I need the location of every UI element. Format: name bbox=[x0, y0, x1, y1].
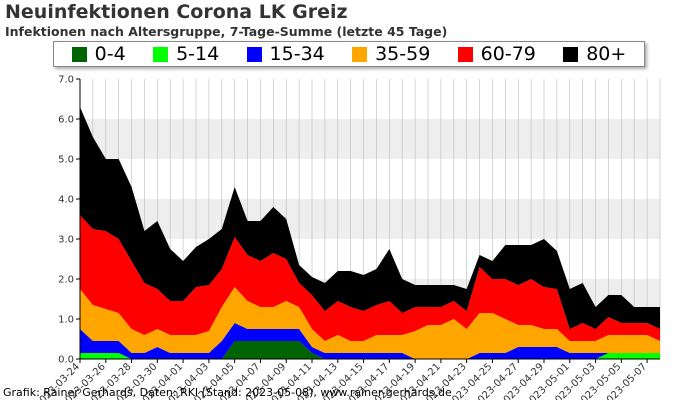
legend-item-35-59: 35-59 bbox=[352, 43, 430, 65]
y-tick-label: 6.0 bbox=[58, 115, 74, 126]
legend-item-15-34: 15-34 bbox=[246, 43, 325, 65]
y-tick-label: 3.0 bbox=[58, 235, 74, 246]
y-tick-label: 2.0 bbox=[58, 275, 74, 286]
credit-line: Grafik: Rainer Gerhards, Daten: RKI (Sta… bbox=[3, 386, 452, 399]
legend-item-60-79: 60-79 bbox=[457, 43, 536, 65]
grid-band bbox=[80, 199, 660, 239]
area-series-80+ bbox=[80, 107, 660, 329]
area-series-5-14 bbox=[80, 341, 660, 359]
legend-label: 60-79 bbox=[480, 43, 536, 65]
legend-swatch bbox=[246, 46, 262, 62]
y-tick-label: 4.0 bbox=[58, 195, 74, 206]
legend-label: 35-59 bbox=[375, 43, 431, 65]
legend-swatch bbox=[71, 46, 87, 62]
legend-swatch bbox=[563, 46, 579, 62]
legend-item-5-14: 5-14 bbox=[153, 43, 219, 65]
chart-title: Neuinfektionen Corona LK Greiz bbox=[5, 1, 348, 23]
y-tick-label: 7.0 bbox=[58, 75, 74, 86]
legend-label: 80+ bbox=[586, 43, 627, 65]
area-series-60-79 bbox=[80, 215, 660, 341]
chart-subtitle: Infektionen nach Altersgruppe, 7-Tage-Su… bbox=[5, 24, 448, 39]
legend-swatch bbox=[457, 46, 473, 62]
area-series-15-34 bbox=[80, 323, 660, 359]
legend-swatch bbox=[153, 46, 169, 62]
grid-band bbox=[80, 119, 660, 159]
y-tick-label: 1.0 bbox=[58, 315, 74, 326]
area-series-35-59 bbox=[80, 287, 660, 359]
legend-label: 0-4 bbox=[94, 43, 126, 65]
legend-item-0-4: 0-4 bbox=[71, 43, 126, 65]
legend-label: 15-34 bbox=[269, 43, 325, 65]
y-tick-label: 0.0 bbox=[58, 355, 74, 366]
chart-legend: 0-4 5-14 15-34 35-59 60-79 80+ bbox=[53, 41, 645, 67]
y-tick-label: 5.0 bbox=[58, 155, 74, 166]
legend-swatch bbox=[352, 46, 368, 62]
legend-item-80+: 80+ bbox=[563, 43, 626, 65]
legend-label: 5-14 bbox=[176, 43, 220, 65]
